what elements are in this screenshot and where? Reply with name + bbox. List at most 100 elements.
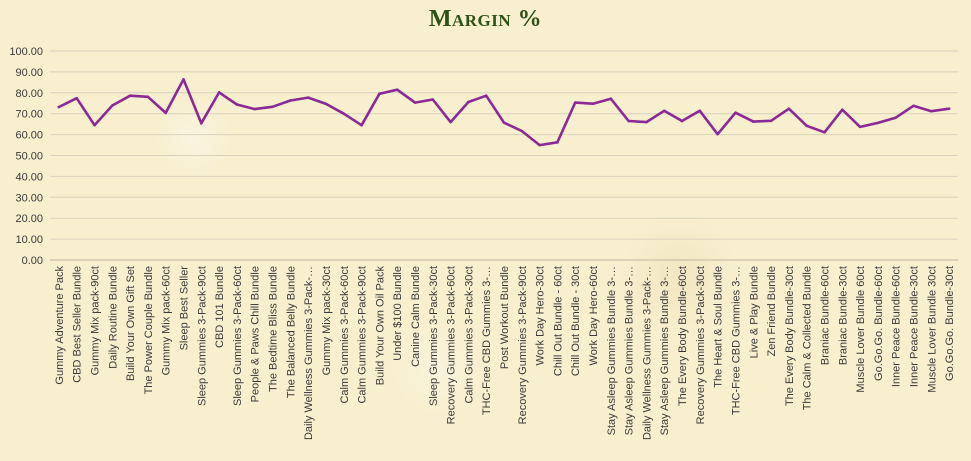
x-tick-label: Sleep Gummies 3-Pack-90ct — [196, 266, 208, 406]
data-point — [217, 91, 221, 94]
x-tick-label: CBD 101 Bundle — [214, 266, 226, 348]
data-point — [413, 101, 417, 104]
x-tick-label: Stay Asleep Gummies Bundle 3-… — [624, 266, 636, 435]
data-point — [840, 108, 844, 112]
y-tick-label: 90.00 — [15, 67, 43, 79]
data-point — [271, 105, 274, 109]
data-point — [57, 105, 61, 109]
x-tick-label: Daily Routine Bundle — [107, 266, 119, 369]
x-tick-label: Sleep Gummies 3-Pack-30ct — [428, 266, 440, 406]
x-tick-label: Chill Out Bundle - 60ct — [552, 266, 564, 376]
y-tick-label: 50.00 — [15, 151, 43, 163]
x-tick-label: Recovery Gummies 3-Pack-90ct — [517, 266, 529, 424]
data-point — [609, 97, 613, 100]
x-tick-label: The Balanced Belly Bundle — [285, 266, 297, 398]
x-tick-label: Gummy Mix pack-90ct — [90, 266, 102, 375]
y-tick-label: 80.00 — [15, 88, 43, 100]
data-point — [146, 95, 150, 99]
data-point — [787, 107, 791, 110]
x-tick-label: The Every Body Bundle-30ct — [784, 266, 796, 406]
x-tick-label: Build Your Own Gift Set — [125, 266, 137, 381]
data-point — [734, 111, 737, 114]
data-point — [253, 107, 257, 111]
x-tick-label: Calm Gummies 3-Pack-30ct — [463, 266, 475, 404]
x-tick-label: Go.Go.Go. Bundle-30ct — [944, 266, 956, 381]
x-tick-label: The Every Body Bundle-60ct — [677, 266, 689, 406]
data-point — [912, 104, 915, 108]
x-tick-label: Chill Out Bundle - 30ct — [570, 266, 582, 376]
x-tick-label: Stay Asleep Gummies Bundle 3-… — [606, 266, 618, 435]
y-tick-label: 30.00 — [15, 192, 43, 204]
data-point — [93, 123, 96, 127]
x-tick-label: Muscle Lover Bundle 60ct — [855, 266, 867, 393]
x-tick-label: The Calm & Collected Bundle — [802, 266, 814, 410]
data-point — [467, 100, 470, 104]
x-tick-label: Inner Peace Bundle-30ct — [908, 266, 920, 387]
x-tick-label: People & Paws Chill Bundle — [250, 266, 262, 402]
data-point — [876, 121, 880, 125]
x-tick-label: Recovery Gummies 3-Pack-30ct — [695, 266, 707, 424]
x-tick-label: Work Day Hero-60ct — [588, 266, 600, 365]
x-tick-label: Muscle Lover Bundle 30ct — [926, 266, 938, 393]
data-point — [716, 132, 719, 136]
data-point — [342, 112, 346, 115]
data-point — [538, 143, 541, 147]
x-tick-label: THC-Free CBD Gummies 3-… — [730, 266, 742, 415]
x-tick-label: Calm Gummies 3-Pack-60ct — [339, 266, 351, 404]
data-point — [164, 111, 168, 115]
data-point — [894, 116, 897, 119]
data-point — [680, 119, 684, 123]
x-tick-label: Under $100 Bundle — [392, 266, 404, 361]
data-point — [484, 94, 488, 98]
x-tick-label: Zen Friend Bundle — [766, 266, 778, 357]
x-tick-label: The Bedtime Bliss Bundle — [268, 266, 280, 392]
data-point — [823, 131, 826, 134]
y-tick-label: 0.00 — [22, 255, 43, 267]
x-tick-label: Work Day Hero-30ct — [535, 266, 547, 365]
data-point — [324, 102, 328, 106]
data-point — [858, 125, 862, 129]
data-point — [75, 96, 79, 100]
data-point — [805, 124, 808, 128]
x-tick-label: Gummy Mix pack-30ct — [321, 266, 333, 375]
data-point — [751, 120, 755, 123]
data-point — [698, 109, 702, 113]
chart-title: Margin % — [428, 6, 543, 32]
data-point — [627, 119, 630, 123]
series-line — [57, 78, 951, 147]
x-tick-label: Gummy Mix pack-60ct — [161, 266, 173, 375]
data-point — [182, 78, 185, 81]
y-tick-label: 70.00 — [15, 109, 43, 121]
y-tick-label: 100.00 — [9, 46, 43, 58]
x-tick-label: Sleep Best Seller — [179, 266, 191, 351]
x-tick-label: Canine Calm Bundle — [410, 266, 422, 367]
data-point — [289, 99, 292, 102]
x-tick-label: Go.Go.Go. Bundle-60ct — [873, 266, 885, 381]
x-tick-label: THC-Free CBD Gummies 3-… — [481, 266, 493, 415]
data-point — [449, 120, 452, 124]
data-point — [502, 121, 506, 124]
data-point — [378, 92, 381, 96]
x-tick-label: The Power Couple Bundle — [143, 266, 155, 394]
data-point — [591, 102, 595, 105]
data-point — [556, 141, 559, 144]
data-point — [395, 88, 399, 91]
x-tick-label: Inner Peace Bundle-60ct — [891, 266, 903, 387]
y-tick-label: 10.00 — [15, 234, 43, 246]
x-tick-label: The Heart & Soul Bundle — [713, 266, 725, 388]
y-tick-label: 60.00 — [15, 130, 43, 142]
x-tick-label: Braniac Bundle-60ct — [819, 266, 831, 365]
y-tick-label: 20.00 — [15, 213, 43, 225]
data-point — [306, 96, 310, 99]
data-point — [520, 129, 524, 133]
x-tick-label: CBD Best Seller Bundle — [72, 266, 84, 383]
data-point — [929, 109, 933, 113]
data-point — [128, 94, 132, 98]
y-tick-label: 40.00 — [15, 171, 43, 183]
data-point — [573, 101, 577, 104]
x-tick-label: Daily Wellness Gummies 3-Pack-… — [641, 266, 653, 440]
x-tick-label: Braniac Bundle-30ct — [837, 266, 849, 365]
x-tick-label: Recovery Gummies 3-Pack-60ct — [446, 266, 458, 424]
